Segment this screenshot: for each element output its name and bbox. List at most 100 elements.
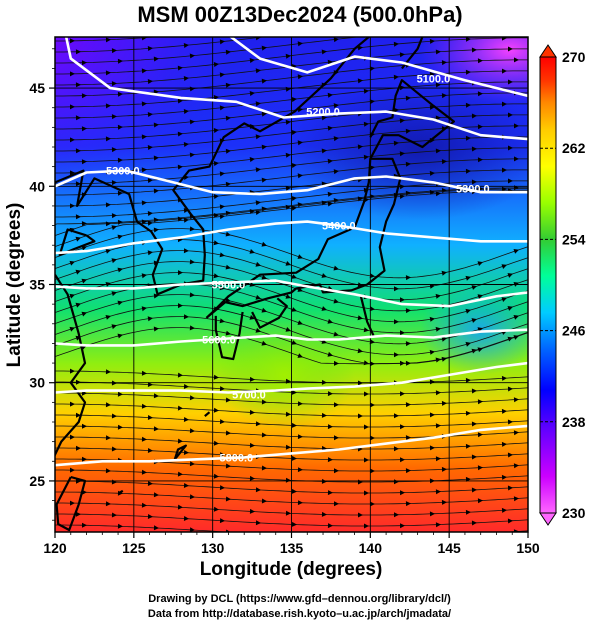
streamline-arrow xyxy=(70,368,75,374)
streamline-arrow xyxy=(405,275,411,281)
streamline-arrow xyxy=(477,124,483,130)
streamline-arrow xyxy=(429,104,435,110)
east-cool-shading xyxy=(420,285,528,375)
streamline-arrow xyxy=(321,478,327,484)
streamline-arrow xyxy=(405,128,411,134)
streamline-arrow xyxy=(70,500,75,506)
streamline-arrow xyxy=(147,220,153,226)
colorbar-tick-label: 262 xyxy=(562,140,586,156)
streamline-arrow xyxy=(477,91,483,97)
streamline-arrow xyxy=(111,114,117,120)
streamline-arrow xyxy=(183,76,189,81)
streamline-arrow xyxy=(465,308,471,314)
streamline-arrow xyxy=(405,501,411,507)
streamline-arrow xyxy=(81,311,87,317)
streamline-arrow xyxy=(291,422,297,428)
streamline-arrow xyxy=(333,136,339,142)
streamline-arrow xyxy=(249,209,255,214)
contour-line xyxy=(55,361,528,394)
x-tick-label: 135 xyxy=(280,540,304,556)
streamline-arrow xyxy=(117,391,123,397)
streamline-arrow xyxy=(429,511,435,517)
streamline-arrow xyxy=(405,308,411,314)
streamline-arrow xyxy=(514,123,519,129)
streamline-arrow xyxy=(225,82,231,88)
streamline-arrow xyxy=(465,410,471,416)
streamline xyxy=(55,37,267,53)
streamline-arrow xyxy=(117,58,123,64)
streamline-arrow xyxy=(249,475,255,481)
streamline-arrow xyxy=(297,353,303,358)
streamline-arrow xyxy=(327,523,333,529)
streamline-arrow xyxy=(328,27,333,32)
streamline-arrow xyxy=(183,417,189,422)
streamline-arrow xyxy=(189,461,195,467)
streamline-arrow xyxy=(82,522,87,528)
streamline-arrow xyxy=(213,473,219,479)
streamline-arrow xyxy=(334,534,339,539)
streamline-arrow xyxy=(285,204,291,210)
streamline-arrow xyxy=(249,58,255,63)
streamline-arrow xyxy=(508,178,513,184)
streamline-arrow xyxy=(111,180,117,186)
streamline xyxy=(55,92,528,130)
streamline-arrow xyxy=(435,390,441,396)
streamline-arrow xyxy=(364,457,369,463)
streamline-arrow xyxy=(435,423,441,429)
colorbar-tick-label: 246 xyxy=(562,323,586,339)
streamline-arrow xyxy=(214,29,219,34)
streamline-arrow xyxy=(141,436,147,442)
streamline-arrow xyxy=(147,145,153,150)
streamline-arrow xyxy=(141,469,147,475)
streamline-arrow xyxy=(105,221,111,227)
streamline-arrow xyxy=(147,316,153,322)
streamline-arrow xyxy=(502,3,507,8)
streamline-arrow xyxy=(147,211,153,216)
streamline-arrow xyxy=(333,331,339,337)
streamline-arrow xyxy=(429,349,435,355)
streamline-arrow xyxy=(364,424,369,430)
streamline-arrow xyxy=(255,37,261,41)
streamline-arrow xyxy=(327,318,333,324)
streamline-arrow xyxy=(178,270,183,276)
streamline-arrow xyxy=(477,465,483,471)
streamline-arrow xyxy=(219,105,225,111)
streamline-arrow xyxy=(105,249,111,254)
streamline-arrow xyxy=(105,202,111,208)
streamline-arrow xyxy=(147,79,153,84)
streamline-arrow xyxy=(399,184,405,190)
streamline-arrow xyxy=(477,432,483,438)
streamline-arrow xyxy=(297,434,303,440)
streamline-arrow xyxy=(189,527,195,532)
streamline-arrow xyxy=(147,415,153,420)
streamline-arrow xyxy=(471,318,477,323)
colorbar-tick-label: 238 xyxy=(562,414,586,430)
streamline-arrow xyxy=(285,53,291,59)
streamline-arrow xyxy=(76,412,81,418)
coastline xyxy=(173,444,187,460)
streamline-arrow xyxy=(213,128,219,133)
streamline-arrow xyxy=(285,294,291,299)
streamline-arrow xyxy=(333,37,339,43)
y-axis: 25 30 35 40 45 xyxy=(29,48,55,521)
streamline-arrow xyxy=(471,47,477,53)
streamline-arrow xyxy=(435,191,441,197)
streamline-arrow xyxy=(189,152,195,158)
streamline-arrow xyxy=(394,413,399,419)
streamline-arrow xyxy=(178,303,183,309)
streamline-arrow xyxy=(358,413,363,419)
streamline-arrow xyxy=(291,274,297,279)
streamline-arrow xyxy=(327,92,333,98)
streamline-arrow xyxy=(513,496,519,502)
streamline-arrow xyxy=(465,135,471,141)
streamline-arrow xyxy=(111,512,117,518)
streamline-arrow xyxy=(297,254,303,259)
streamline-arrow xyxy=(514,24,519,29)
streamline-arrow xyxy=(478,25,483,30)
streamline-arrow xyxy=(394,352,399,358)
streamline-arrow xyxy=(513,335,519,340)
streamline-arrow xyxy=(255,294,261,300)
streamline xyxy=(55,37,160,42)
x-tick-label: 150 xyxy=(516,540,540,556)
streamline-arrow xyxy=(465,341,471,347)
